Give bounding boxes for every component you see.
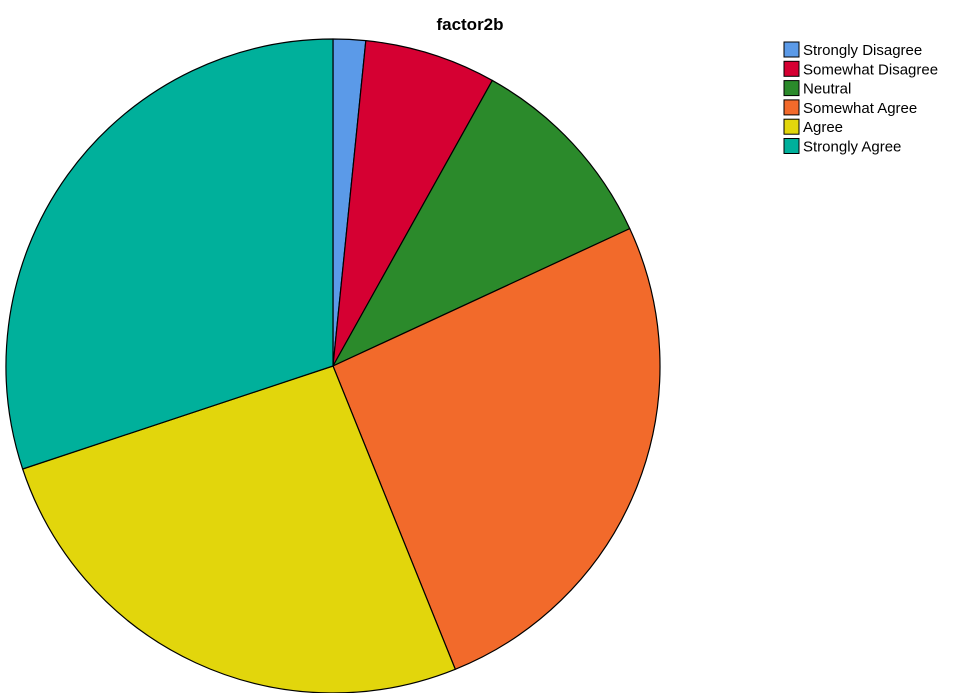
legend-swatch-strongly-agree: [783, 138, 800, 154]
legend-swatch-somewhat-agree: [783, 99, 800, 116]
legend-swatch-strongly-disagree: [783, 41, 800, 58]
legend-label-strongly-disagree: Strongly Disagree: [803, 42, 922, 59]
legend: Strongly Disagree Somewhat Disagree Neutra…: [783, 41, 938, 156]
legend-swatch-somewhat-disagree: [783, 60, 800, 77]
legend-label-agree: Agree: [803, 119, 843, 136]
pie-slice-somewhat-disagree: [332, 40, 493, 367]
legend-swatch-neutral: [783, 80, 800, 97]
legend-label-neutral: Neutral: [803, 81, 851, 98]
pie-slice-somewhat-agree: [332, 228, 661, 670]
chart-title: factor2b: [436, 15, 503, 34]
pie-slices: [5, 38, 661, 693]
legend-swatch-agree: [783, 118, 800, 135]
legend-label-somewhat-agree: Somewhat Agree: [803, 100, 917, 117]
legend-label-somewhat-disagree: Somewhat Disagree: [803, 61, 938, 78]
pie-slice-neutral: [332, 79, 631, 367]
legend-label-strongly-agree: Strongly Agree: [803, 139, 901, 156]
pie-slice-strongly-agree: [5, 38, 334, 470]
pie-slice-agree: [22, 365, 456, 693]
